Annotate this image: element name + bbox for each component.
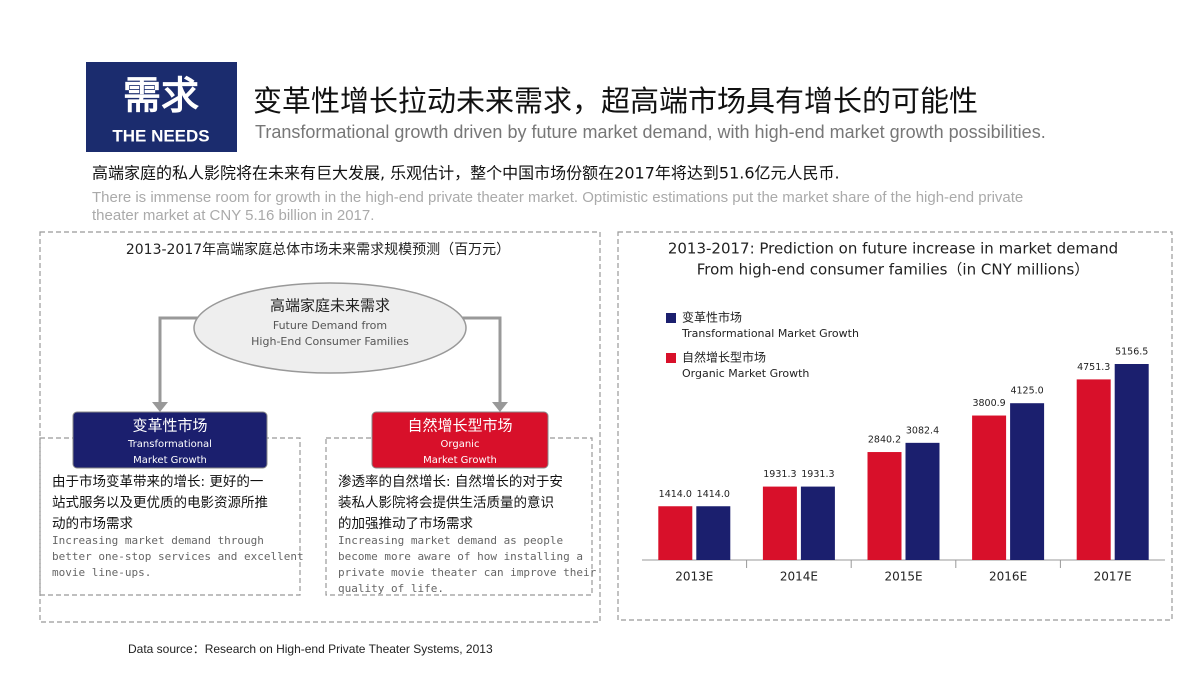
x-tick-label: 2017E (1094, 570, 1132, 584)
chart-frame (617, 231, 1173, 621)
title: 变革性增长拉动未来需求，超高端市场具有增长的可能性 (253, 84, 978, 118)
bar (905, 442, 940, 560)
value-label: 5156.5 (1115, 347, 1148, 358)
x-tick-label: 2015E (884, 570, 922, 584)
intro-en: theater market at CNY 5.16 billion in 20… (92, 207, 374, 224)
bar (762, 486, 797, 560)
chart-title: From high-end consumer families（in CNY m… (697, 261, 1090, 279)
desc-cn: 动的市场需求 (52, 515, 133, 532)
desc-en: quality of life. (338, 582, 444, 595)
desc-en: better one-stop services and excellent (52, 550, 304, 563)
legend-swatch (666, 313, 676, 323)
bar (972, 415, 1007, 560)
legend-swatch (666, 353, 676, 363)
value-label: 3800.9 (972, 398, 1005, 409)
source: Data source：Research on High-end Private… (128, 642, 493, 656)
intro: 高端家庭的私人影院将在未来有巨大发展, 乐观估计，整个中国市场份额在2017年将… (92, 164, 840, 183)
value-label: 1931.3 (763, 469, 796, 480)
right-box (371, 411, 549, 469)
chart: 2013-2017: Prediction on future increase… (642, 240, 1165, 584)
right-en: Market Growth (423, 455, 497, 466)
desc-en: private movie theater can improve their (338, 566, 597, 579)
left-en: Market Growth (133, 455, 207, 466)
desc-cn: 装私人影院将会提供生活质量的意识 (338, 494, 554, 511)
value-label: 1414.0 (659, 489, 692, 500)
bar (1114, 364, 1149, 560)
x-tick-label: 2016E (989, 570, 1027, 584)
desc-en: Increasing market demand through (52, 534, 264, 547)
x-tick-label: 2014E (780, 570, 818, 584)
bar (867, 452, 902, 560)
x-tick-label: 2013E (675, 570, 713, 584)
desc-cn: 站式服务以及更优质的电影资源所推 (52, 495, 268, 511)
center-label: 高端家庭未来需求 (270, 297, 390, 315)
intro-en: There is immense room for growth in the … (92, 189, 1023, 206)
bar (1010, 403, 1045, 560)
right-en: Organic (441, 439, 480, 450)
bar (696, 506, 731, 560)
badge-en: THE NEEDS (112, 126, 209, 145)
diagram-title: 2013-2017年高端家庭总体市场未来需求规模预测（百万元） (126, 241, 510, 258)
left-en: Transformational (127, 439, 212, 450)
left-label: 变革性市场 (132, 417, 207, 435)
arrow (152, 402, 508, 412)
connector (158, 316, 502, 405)
badge-cn: 需求 (123, 74, 199, 118)
bar (658, 506, 693, 560)
legend-label: Organic Market Growth (682, 367, 809, 380)
value-label: 1931.3 (801, 469, 834, 480)
desc-cn: 的加强推动了市场需求 (338, 515, 473, 532)
legend-label: Transformational Market Growth (681, 327, 859, 340)
legend-label: 自然增长型市场 (682, 350, 766, 365)
desc-cn: 渗透率的自然增长: 自然增长的对于安 (338, 473, 563, 490)
chart-title: 2013-2017: Prediction on future increase… (668, 240, 1118, 258)
desc-en: become more aware of how installing a (338, 550, 583, 563)
desc-en: movie line-ups. (52, 566, 151, 579)
right-label: 自然增长型市场 (407, 417, 512, 435)
value-label: 4751.3 (1077, 362, 1110, 373)
center-en: High-End Consumer Families (251, 335, 409, 348)
bar (1076, 379, 1111, 560)
desc-en: Increasing market demand as people (338, 534, 563, 547)
diagram-frame (39, 231, 601, 623)
value-label: 2840.2 (868, 435, 901, 446)
value-label: 3082.4 (906, 425, 939, 436)
badge (86, 62, 237, 152)
value-label: 4125.0 (1010, 386, 1043, 397)
value-label: 1414.0 (697, 489, 730, 500)
center-en: Future Demand from (273, 319, 387, 332)
legend-label: 变革性市场 (682, 310, 742, 325)
center-ellipse (193, 282, 467, 374)
subtitle: Transformational growth driven by future… (255, 122, 1046, 142)
bar (800, 486, 835, 560)
desc-cn: 由于市场变革带来的增长: 更好的一 (52, 473, 263, 490)
left-box (72, 411, 268, 469)
